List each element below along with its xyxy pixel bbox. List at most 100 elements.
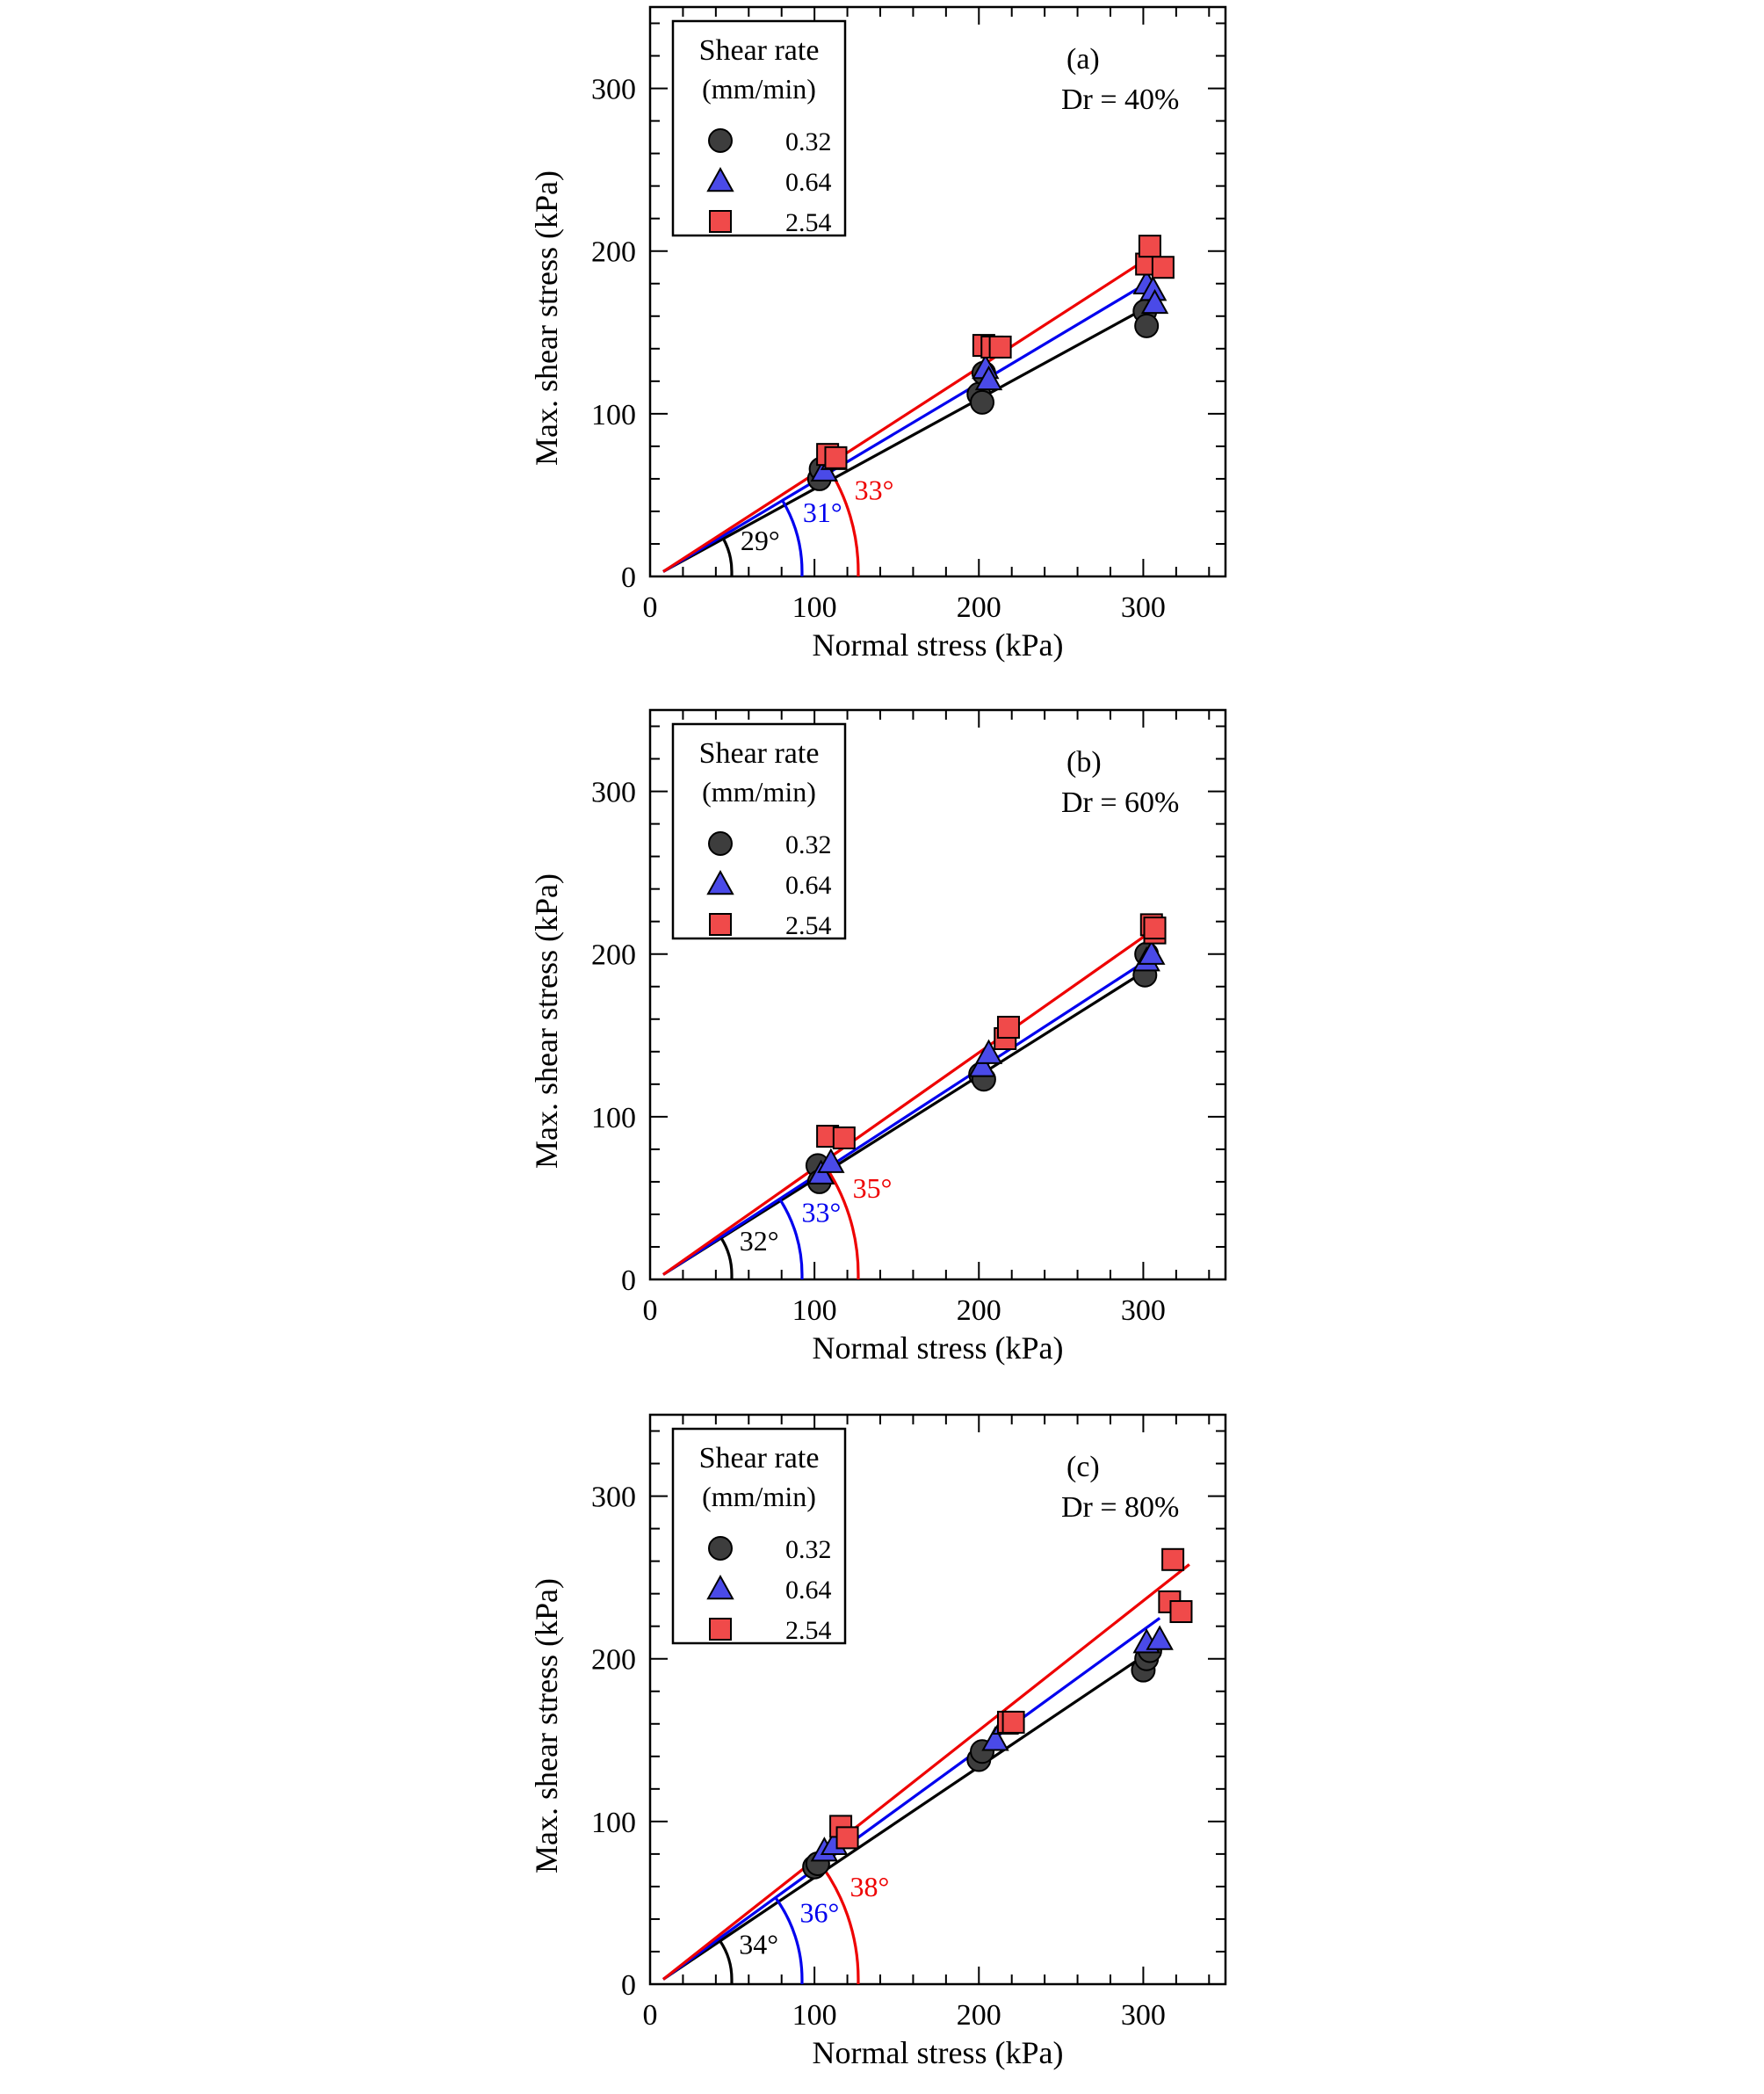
fit-line-0.64	[662, 956, 1153, 1276]
data-point-2.54	[1001, 1710, 1025, 1734]
x-tick-label: 200	[957, 591, 1001, 624]
x-axis-label: Normal stress (kPa)	[813, 1330, 1064, 1366]
angle-label: 29°	[741, 525, 780, 556]
x-tick-label: 300	[1121, 1999, 1166, 2032]
legend-label: 2.54	[785, 1616, 832, 1645]
data-point-2.54	[1151, 256, 1175, 279]
data-point-0.32	[1134, 313, 1160, 338]
legend-label: 0.32	[785, 830, 832, 859]
angle-label: 34°	[739, 1929, 778, 1960]
y-tick-label: 300	[591, 74, 636, 106]
legend-label: 2.54	[785, 911, 832, 940]
condition-label: Dr = 60%	[1061, 786, 1179, 819]
legend-label: 0.64	[785, 871, 832, 900]
x-tick-label: 100	[792, 591, 837, 624]
legend-subtitle: (mm/min)	[702, 776, 816, 808]
angle-label: 38°	[850, 1871, 890, 1902]
legend-marker-0.32	[708, 831, 733, 856]
legend-box	[671, 1427, 847, 1645]
y-tick-label: 0	[621, 1264, 636, 1297]
condition-label: Dr = 80%	[1061, 1491, 1179, 1524]
angle-label: 36°	[800, 1896, 840, 1928]
condition-label: Dr = 40%	[1061, 83, 1179, 116]
chart-panel-2: 0 100 200 300 0 100 200 300 Normal stress (kPa) M…	[529, 708, 1227, 1366]
legend-label: 0.64	[785, 1576, 832, 1605]
fit-line-0.64	[662, 1617, 1161, 1981]
data-point-2.54	[832, 1126, 856, 1149]
x-tick-label: 200	[957, 1999, 1001, 2032]
data-point-0.64	[1146, 1625, 1174, 1650]
x-tick-label: 0	[643, 591, 658, 624]
x-tick-label: 200	[957, 1294, 1001, 1327]
x-tick-label: 0	[643, 1294, 658, 1327]
y-tick-label: 200	[591, 939, 636, 972]
y-axis-label: Max. shear stress (kPa)	[529, 1578, 564, 1873]
y-tick-label: 100	[591, 1807, 636, 1839]
legend-marker-0.32	[708, 1536, 733, 1561]
data-point-2.54	[835, 1826, 859, 1850]
legend-marker-0.64	[706, 1574, 734, 1600]
x-tick-label: 0	[643, 1999, 658, 2032]
plot-frame	[648, 1413, 1227, 1986]
x-tick-label: 100	[792, 1999, 837, 2032]
angle-label: 33°	[855, 474, 894, 505]
y-tick-label: 200	[591, 1644, 636, 1677]
plot-frame	[648, 708, 1227, 1281]
data-point-0.64	[981, 1726, 1009, 1751]
fit-line-2.54	[662, 930, 1153, 1276]
legend-marker-0.64	[706, 869, 734, 895]
data-point-2.54	[1138, 235, 1161, 258]
x-axis-label: Normal stress (kPa)	[813, 2035, 1064, 2070]
angle-label: 32°	[740, 1225, 779, 1257]
angle-arc	[778, 1198, 804, 1279]
angle-arc	[719, 1237, 734, 1279]
legend-label: 0.64	[785, 168, 832, 197]
legend-marker-0.64	[706, 166, 734, 192]
legend-subtitle: (mm/min)	[702, 1481, 816, 1512]
fit-line-2.54	[662, 1563, 1190, 1981]
fit-line-0.32	[662, 1649, 1153, 1981]
y-tick-label: 200	[591, 236, 636, 269]
data-point-0.32	[970, 389, 995, 415]
x-tick-label: 300	[1121, 1294, 1166, 1327]
y-tick-label: 100	[591, 1102, 636, 1134]
legend-title: Shear rate	[699, 1442, 820, 1474]
data-point-2.54	[1161, 1547, 1185, 1571]
data-point-0.64	[1138, 939, 1166, 965]
angle-label: 35°	[853, 1172, 893, 1204]
chart-panel-3: 0 100 200 300 0 100 200 300 Normal stress (kPa) M…	[529, 1413, 1227, 2070]
legend-label: 2.54	[785, 208, 832, 237]
x-axis-label: Normal stress (kPa)	[813, 627, 1064, 663]
legend-box	[671, 19, 847, 237]
fit-line-2.54	[662, 254, 1153, 573]
y-tick-label: 100	[591, 399, 636, 431]
angle-arc	[821, 1161, 860, 1279]
legend-label: 0.32	[785, 127, 832, 156]
angle-arc	[781, 499, 804, 576]
fit-line-0.32	[662, 303, 1153, 573]
panel-label: (b)	[1066, 746, 1102, 779]
legend-title: Shear rate	[699, 34, 820, 67]
chart-panel-1: 0 100 200 300 0 100 200 300 Normal stress (kPa) M…	[529, 5, 1227, 663]
y-tick-label: 300	[591, 1482, 636, 1514]
angle-label: 33°	[801, 1196, 841, 1228]
y-tick-label: 0	[621, 1969, 636, 2002]
angle-arc	[722, 538, 734, 576]
y-tick-label: 300	[591, 777, 636, 809]
data-point-2.54	[1169, 1600, 1193, 1624]
angle-label: 31°	[803, 496, 842, 528]
data-point-0.64	[1140, 288, 1169, 315]
legend-marker-2.54	[709, 913, 732, 936]
legend-title: Shear rate	[699, 737, 820, 770]
angle-arc	[774, 1896, 804, 1984]
legend-marker-0.32	[708, 128, 733, 153]
legend-label: 0.32	[785, 1535, 832, 1564]
y-tick-label: 0	[621, 562, 636, 594]
legend-subtitle: (mm/min)	[702, 73, 816, 105]
data-point-0.64	[974, 365, 1003, 391]
data-point-2.54	[1143, 917, 1167, 940]
x-tick-label: 300	[1121, 591, 1166, 624]
panel-label: (a)	[1066, 43, 1100, 76]
